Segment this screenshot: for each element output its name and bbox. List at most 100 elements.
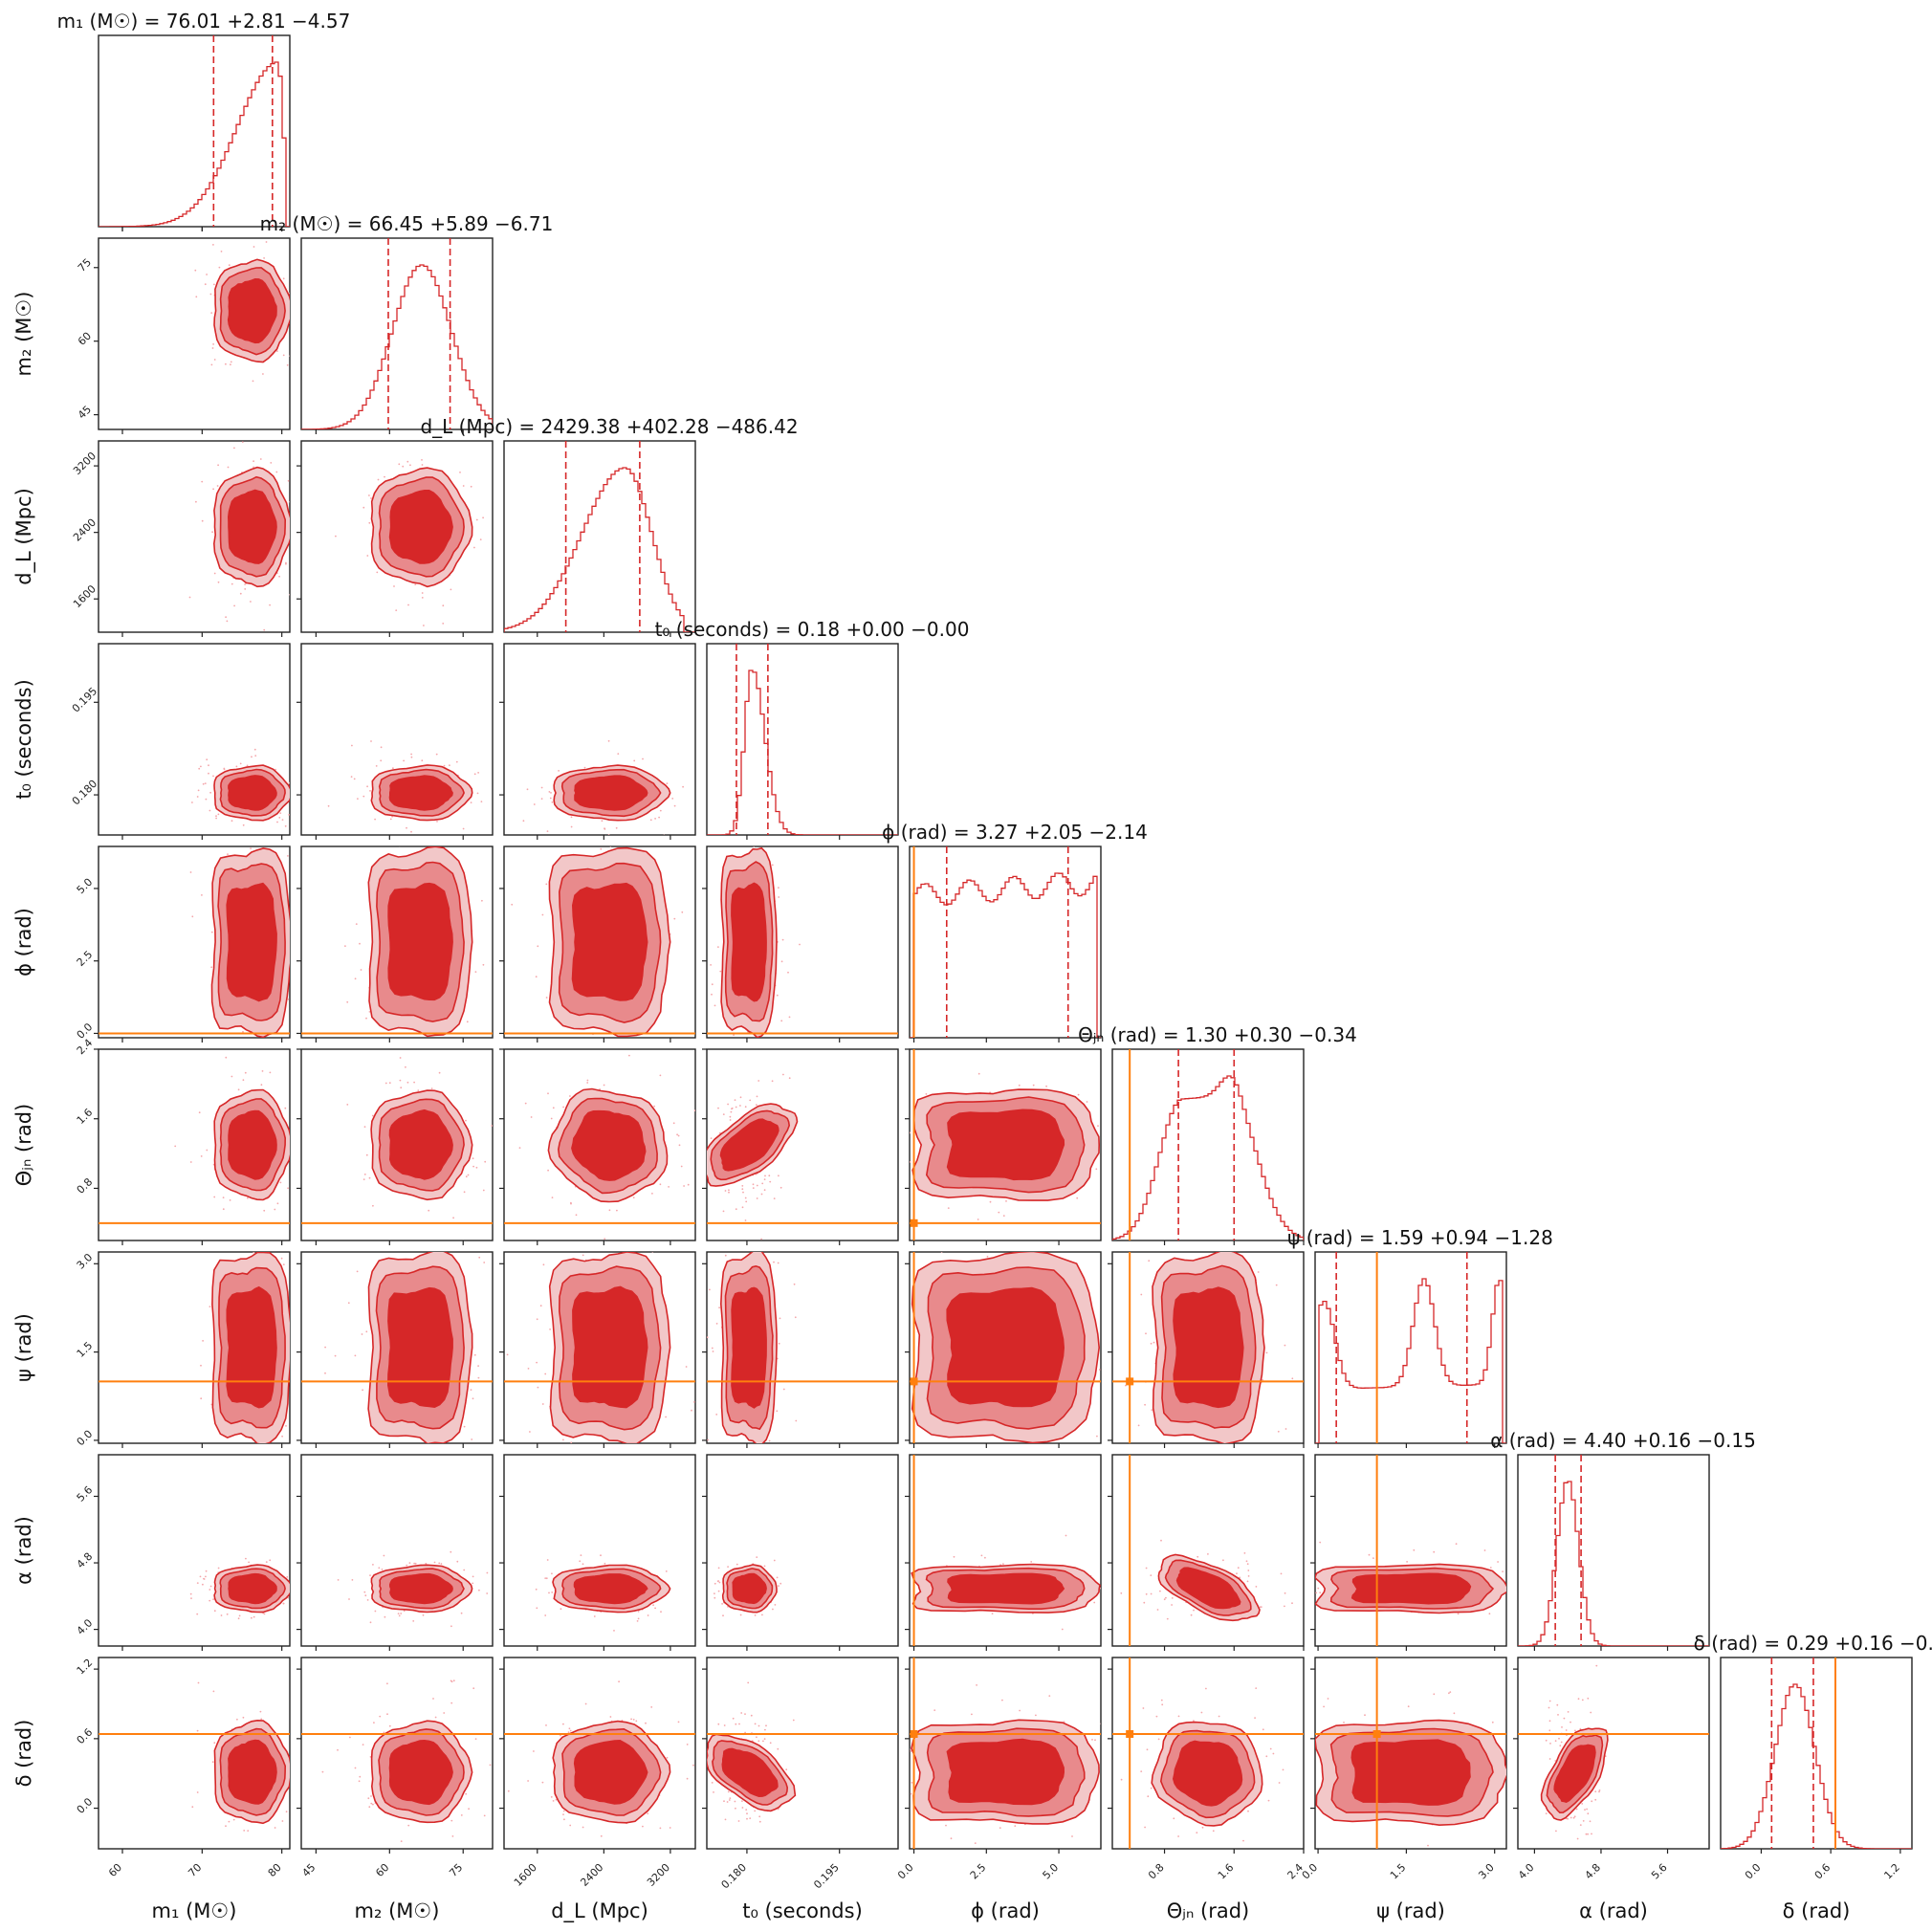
sample-point bbox=[947, 1207, 950, 1209]
sample-point bbox=[327, 804, 330, 807]
sample-point bbox=[414, 1562, 417, 1565]
sample-point bbox=[413, 1562, 416, 1565]
sample-point bbox=[1094, 1739, 1096, 1742]
sample-point bbox=[383, 1731, 385, 1734]
joint-panel-m2-dL bbox=[300, 440, 494, 633]
sample-point bbox=[727, 1566, 729, 1568]
sample-point bbox=[496, 1366, 498, 1368]
sample-point bbox=[260, 1084, 263, 1087]
sample-point bbox=[1406, 1561, 1408, 1563]
sample-point bbox=[998, 1211, 1000, 1214]
sample-point bbox=[991, 1613, 994, 1614]
sample-point bbox=[196, 1729, 199, 1732]
sample-point bbox=[536, 1361, 538, 1364]
sample-point bbox=[601, 1450, 603, 1452]
joint-panel-phi-alpha bbox=[909, 1454, 1102, 1647]
sample-point bbox=[466, 1021, 469, 1023]
sample-point bbox=[678, 1144, 681, 1147]
sample-point bbox=[223, 767, 226, 770]
sample-point bbox=[681, 911, 684, 913]
sample-point bbox=[406, 1081, 409, 1084]
sample-point bbox=[470, 1389, 472, 1391]
sample-point bbox=[1033, 1244, 1035, 1246]
sample-point bbox=[472, 1582, 474, 1585]
sample-point bbox=[220, 251, 223, 252]
sample-point bbox=[393, 585, 395, 587]
sample-point bbox=[278, 575, 280, 578]
sample-point bbox=[541, 913, 544, 916]
sample-point bbox=[263, 1209, 266, 1212]
sample-point bbox=[1236, 1572, 1238, 1575]
sample-point bbox=[263, 628, 266, 631]
sample-point bbox=[763, 1189, 766, 1192]
sample-point bbox=[758, 1815, 761, 1818]
contour-inner bbox=[227, 489, 277, 564]
contour-inner bbox=[721, 1747, 779, 1798]
contour-inner bbox=[387, 882, 453, 1001]
sample-point bbox=[1100, 1587, 1101, 1590]
panel-content bbox=[707, 846, 898, 1038]
sample-point bbox=[357, 798, 359, 800]
sample-point bbox=[1120, 1592, 1123, 1594]
sample-point bbox=[291, 1600, 293, 1602]
panel-frame bbox=[706, 1454, 899, 1647]
sample-point bbox=[582, 1254, 584, 1257]
sample-point bbox=[1150, 1342, 1153, 1345]
sample-point bbox=[1145, 1332, 1147, 1335]
sample-point bbox=[711, 1347, 714, 1350]
sample-point bbox=[278, 817, 281, 819]
sample-point bbox=[470, 801, 472, 803]
sample-point bbox=[232, 843, 234, 845]
panel-content bbox=[714, 1556, 782, 1617]
sample-point bbox=[474, 971, 477, 973]
sample-point bbox=[244, 583, 246, 585]
sample-point bbox=[374, 818, 376, 821]
panels-layer bbox=[98, 34, 1913, 1850]
sample-point bbox=[1284, 1428, 1287, 1430]
sample-point bbox=[483, 1814, 486, 1817]
panel-content bbox=[301, 1252, 498, 1443]
sample-point bbox=[633, 759, 636, 762]
sample-point bbox=[337, 1748, 339, 1751]
sample-point bbox=[370, 740, 372, 742]
sample-point bbox=[209, 293, 212, 296]
sample-point bbox=[753, 846, 756, 847]
sample-point bbox=[399, 1079, 402, 1082]
sample-point bbox=[794, 1316, 797, 1319]
sample-point bbox=[384, 1082, 387, 1085]
panel-content bbox=[504, 1054, 695, 1240]
sample-point bbox=[344, 945, 346, 947]
sample-point bbox=[722, 1614, 724, 1617]
sample-point bbox=[768, 1439, 771, 1442]
sample-point bbox=[198, 1111, 201, 1114]
panel-frame bbox=[98, 1454, 291, 1647]
sample-point bbox=[953, 1555, 955, 1558]
panel-content bbox=[1112, 1049, 1304, 1240]
sample-point bbox=[213, 283, 215, 286]
panel-content bbox=[99, 35, 290, 227]
sample-point bbox=[1291, 1602, 1293, 1605]
sample-point bbox=[213, 1742, 216, 1745]
sample-point bbox=[399, 846, 401, 847]
sample-point bbox=[196, 1613, 199, 1615]
sample-point bbox=[202, 1583, 204, 1586]
sample-point bbox=[1508, 1570, 1510, 1571]
sample-point bbox=[628, 1054, 630, 1057]
sample-point bbox=[368, 1806, 371, 1809]
sample-point bbox=[560, 1446, 562, 1448]
sample-point bbox=[386, 1682, 388, 1685]
joint-panel-dL-phi bbox=[503, 845, 696, 1039]
sample-point bbox=[718, 1306, 720, 1309]
sample-point bbox=[1243, 1552, 1246, 1554]
sample-point bbox=[547, 1092, 549, 1095]
sample-point bbox=[1262, 1378, 1263, 1381]
sample-point bbox=[910, 1748, 911, 1750]
sample-point bbox=[1247, 1575, 1250, 1577]
panel-content bbox=[911, 1455, 1101, 1646]
sample-point bbox=[362, 1389, 363, 1392]
sample-point bbox=[526, 788, 529, 791]
sample-point bbox=[711, 993, 713, 996]
sample-point bbox=[562, 1106, 564, 1109]
sample-point bbox=[758, 1820, 761, 1823]
sample-point bbox=[714, 1582, 716, 1585]
